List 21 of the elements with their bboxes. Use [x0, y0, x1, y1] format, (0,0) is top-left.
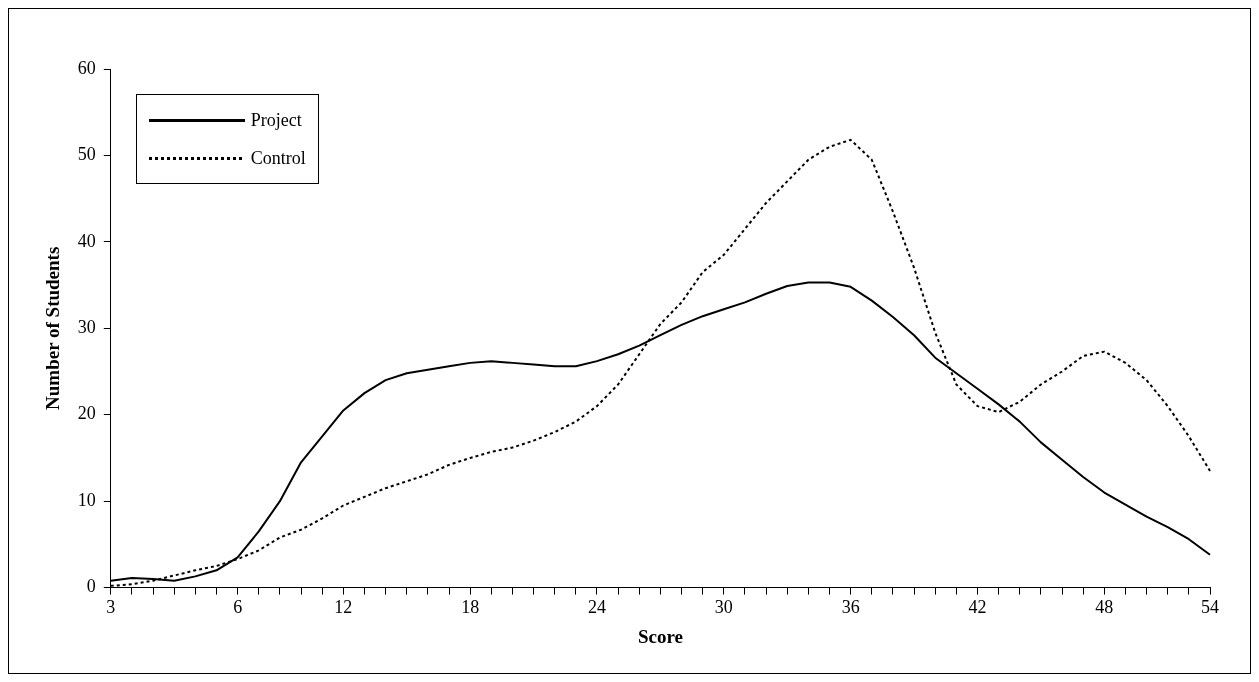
y-tick-label: 0: [86, 576, 96, 597]
y-tick-label: 60: [77, 57, 96, 78]
y-tick-label: 10: [77, 489, 96, 510]
legend-label: Project: [250, 109, 302, 131]
y-tick-label: 40: [77, 230, 96, 251]
x-tick-label: 3: [106, 597, 116, 618]
x-tick-label: 36: [841, 597, 860, 618]
x-tick-label: 18: [461, 597, 480, 618]
y-tick-label: 20: [77, 403, 96, 424]
x-tick-label: 6: [233, 597, 243, 618]
legend-label: Control: [250, 147, 306, 169]
x-axis-title: Score: [637, 625, 683, 647]
x-tick-label: 54: [1201, 597, 1219, 618]
x-tick-label: 48: [1095, 597, 1114, 618]
y-tick-label: 30: [77, 317, 96, 338]
x-tick-label: 24: [587, 597, 606, 618]
x-tick-label: 42: [968, 597, 987, 618]
y-tick-label: 50: [77, 144, 96, 165]
x-tick-label: 12: [334, 597, 353, 618]
x-tick-label: 30: [714, 597, 733, 618]
y-axis-title: Number of Students: [42, 246, 64, 410]
